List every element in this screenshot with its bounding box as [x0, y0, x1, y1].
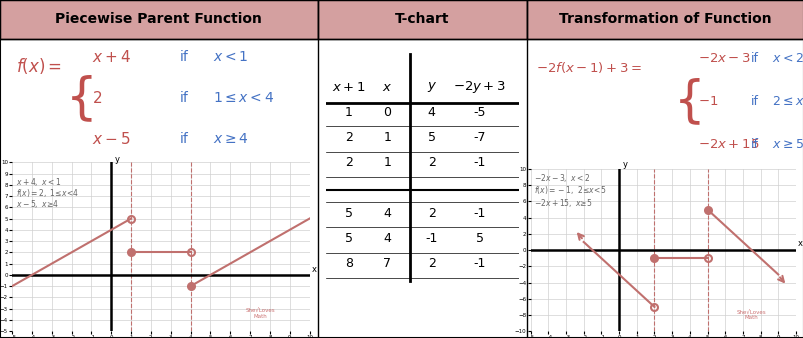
Text: 2: 2	[344, 131, 353, 144]
Bar	[0, 0, 317, 39]
Text: $-2x+15$: $-2x+15$	[697, 138, 758, 151]
Text: if: if	[180, 50, 189, 64]
Text: {: {	[673, 77, 705, 125]
Text: Piecewise Parent Function: Piecewise Parent Function	[55, 13, 262, 26]
Text: 7: 7	[383, 258, 391, 270]
Text: Transformation of Function: Transformation of Function	[558, 13, 771, 26]
Text: $2$: $2$	[92, 90, 103, 106]
Text: y: y	[115, 155, 120, 164]
Text: 4: 4	[383, 207, 391, 220]
Text: $x<1$: $x<1$	[213, 50, 248, 64]
Bar	[526, 0, 803, 39]
Text: -1: -1	[473, 156, 486, 169]
Text: $x<2$: $x<2$	[771, 52, 803, 65]
Text: $-2x+15,\ x\!\geq\!5$: $-2x+15,\ x\!\geq\!5$	[533, 196, 593, 209]
Text: $-2x-3,\ x<2$: $-2x-3,\ x<2$	[533, 172, 589, 184]
Text: 1: 1	[383, 156, 391, 169]
Text: 1: 1	[344, 106, 353, 119]
Text: if: if	[180, 132, 189, 146]
Text: 4: 4	[383, 232, 391, 245]
Text: -1: -1	[473, 258, 486, 270]
Text: if: if	[750, 52, 758, 65]
Text: -5: -5	[473, 106, 486, 119]
Text: -1: -1	[473, 207, 486, 220]
Text: She√Loves
Math: She√Loves Math	[245, 308, 275, 319]
Text: $-2y+3$: $-2y+3$	[453, 79, 506, 95]
Text: $-2x-3$: $-2x-3$	[697, 52, 750, 65]
Text: $x{\geq}5$: $x{\geq}5$	[771, 138, 803, 151]
Text: $x+1$: $x+1$	[332, 81, 365, 94]
Text: 2: 2	[344, 156, 353, 169]
Text: -1: -1	[425, 232, 438, 245]
Text: $x+4,\ x<1$: $x+4,\ x<1$	[16, 176, 61, 188]
Text: $x-5,\ x\!\geq\!4$: $x-5,\ x\!\geq\!4$	[16, 198, 59, 210]
Text: 2: 2	[427, 258, 435, 270]
Text: $x$: $x$	[381, 81, 392, 94]
Text: $2{\leq}x{<}5$: $2{\leq}x{<}5$	[771, 95, 803, 108]
Text: 2: 2	[427, 156, 435, 169]
Text: 1: 1	[383, 131, 391, 144]
Text: 5: 5	[344, 232, 353, 245]
Text: $f(x)=2,\ 1\!\leq\!x\!<\!4$: $f(x)=2,\ 1\!\leq\!x\!<\!4$	[16, 187, 79, 199]
Text: 5: 5	[475, 232, 483, 245]
Text: 5: 5	[427, 131, 435, 144]
Text: if: if	[180, 91, 189, 105]
Text: if: if	[750, 95, 758, 108]
Text: if: if	[750, 138, 758, 151]
Text: y: y	[622, 160, 627, 169]
Text: T-chart: T-chart	[394, 13, 449, 26]
Text: $f(x)=$: $f(x)=$	[16, 56, 63, 76]
Text: $f(x)=-1,\ 2\!\leq\!x\!<\!5$: $f(x)=-1,\ 2\!\leq\!x\!<\!5$	[533, 184, 606, 196]
Text: 0: 0	[383, 106, 391, 119]
Text: $y$: $y$	[426, 80, 436, 94]
Text: $x \geq 4$: $x \geq 4$	[213, 132, 248, 146]
Text: 4: 4	[427, 106, 435, 119]
Text: $-1$: $-1$	[697, 95, 717, 108]
Text: x: x	[797, 239, 801, 248]
Text: -7: -7	[473, 131, 486, 144]
Bar	[317, 0, 526, 39]
Text: $x+4$: $x+4$	[92, 49, 131, 65]
Text: 5: 5	[344, 207, 353, 220]
Text: $-2f(x-1)+3=$: $-2f(x-1)+3=$	[536, 60, 641, 75]
Text: 8: 8	[344, 258, 353, 270]
Text: She√Loves
Math: She√Loves Math	[736, 309, 765, 320]
Text: x: x	[311, 265, 316, 273]
Text: 2: 2	[427, 207, 435, 220]
Text: $x-5$: $x-5$	[92, 131, 131, 147]
Text: $1 \leq x < 4$: $1 \leq x < 4$	[213, 91, 274, 105]
Text: {: {	[65, 74, 97, 122]
